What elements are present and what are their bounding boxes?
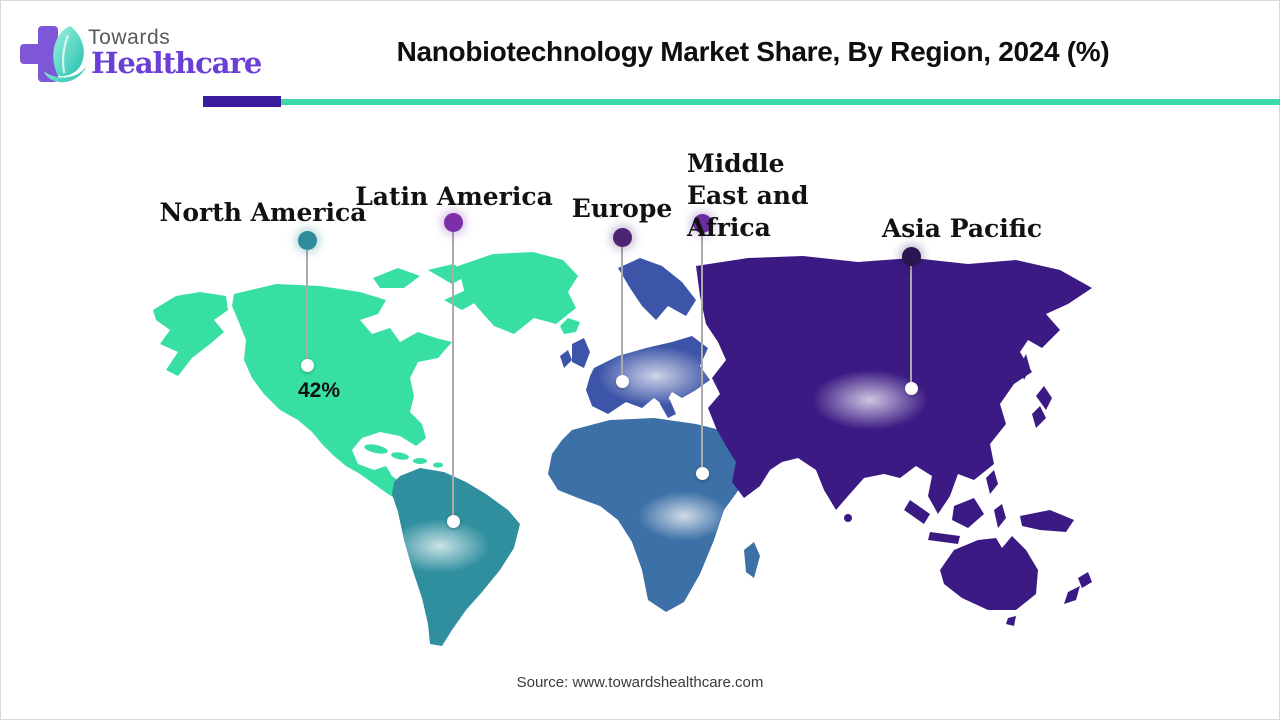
map-glow-highlights (390, 346, 928, 573)
map-point-asia-pacific (905, 382, 918, 395)
leader-line-latin-america (452, 232, 454, 520)
map-point-middle-east-africa (696, 467, 709, 480)
label-north-america: North America (159, 198, 367, 227)
towards-healthcare-logo: Towards Healthcare (12, 18, 262, 96)
leaf-icon (43, 26, 87, 83)
world-map (153, 252, 1092, 646)
label-europe: Europe (571, 194, 673, 223)
map-point-latin-america (447, 515, 460, 528)
pin-asia-pacific (902, 247, 921, 266)
map-region-north-america (153, 252, 580, 528)
label-latin-america: Latin America (355, 182, 553, 211)
brand-name-bottom: Healthcare (91, 46, 262, 80)
pin-europe (613, 228, 632, 247)
source-note: Source: www.towardshealthcare.com (516, 674, 764, 691)
page-title: Nanobiotechnology Market Share, By Regio… (396, 36, 1110, 67)
divider-teal-line (281, 99, 1280, 105)
pin-middle-east-africa (693, 214, 712, 233)
leader-line-asia-pacific (910, 266, 912, 388)
leader-line-north-america (306, 250, 308, 364)
pin-latin-america (444, 213, 463, 232)
pin-north-america (298, 231, 317, 250)
brand-name-top: Towards (88, 26, 171, 49)
label-middle-east-africa: Middle East and Africa (687, 149, 809, 242)
label-asia-pacific: Asia Pacific (881, 214, 1043, 243)
map-point-europe (616, 375, 629, 388)
value-north-america: 42% (298, 379, 341, 402)
leader-line-middle-east-africa (701, 232, 703, 472)
divider-purple-block (203, 96, 281, 107)
leader-line-europe (621, 246, 623, 380)
map-point-north-america (301, 359, 314, 372)
